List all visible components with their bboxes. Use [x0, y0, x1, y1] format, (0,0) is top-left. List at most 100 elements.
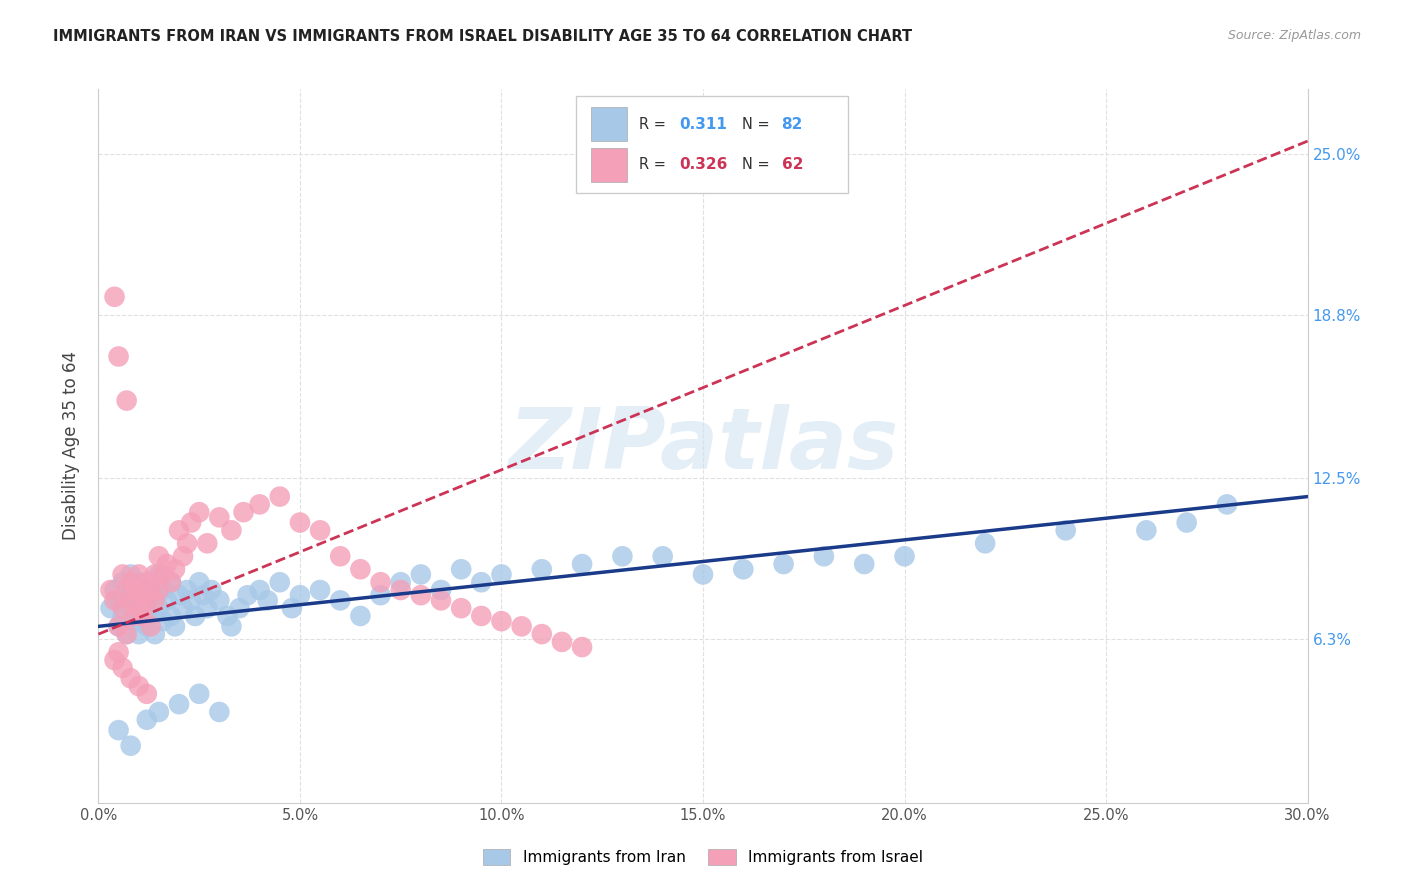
Point: [111, 609, 134, 624]
Text: 0.326: 0.326: [679, 157, 727, 172]
Point: [1135, 524, 1157, 538]
Point: [176, 536, 198, 550]
Point: [128, 627, 150, 641]
Point: [409, 588, 432, 602]
Point: [221, 619, 243, 633]
Point: [128, 575, 150, 590]
Point: [124, 609, 146, 624]
Point: [135, 713, 157, 727]
Point: [349, 609, 371, 624]
Point: [228, 601, 250, 615]
Text: IMMIGRANTS FROM IRAN VS IMMIGRANTS FROM ISRAEL DISABILITY AGE 35 TO 64 CORRELATI: IMMIGRANTS FROM IRAN VS IMMIGRANTS FROM …: [53, 29, 912, 44]
Text: R =: R =: [638, 157, 671, 172]
Point: [124, 593, 146, 607]
Point: [100, 601, 122, 615]
Point: [156, 557, 179, 571]
Point: [217, 609, 239, 624]
Text: 62: 62: [782, 157, 803, 172]
Text: N =: N =: [742, 117, 773, 132]
Point: [115, 588, 138, 602]
Point: [184, 609, 207, 624]
Point: [409, 567, 432, 582]
Point: [269, 575, 291, 590]
Point: [853, 557, 876, 571]
Point: [143, 593, 166, 607]
Point: [389, 582, 412, 597]
Point: [139, 619, 162, 633]
Point: [288, 588, 311, 602]
Point: [370, 588, 392, 602]
Point: [733, 562, 755, 576]
Point: [128, 567, 150, 582]
Point: [115, 582, 138, 597]
Bar: [591, 148, 627, 182]
Text: ZIPatlas: ZIPatlas: [508, 404, 898, 488]
Point: [124, 614, 146, 628]
Point: [349, 562, 371, 576]
Point: [120, 601, 142, 615]
Point: [491, 614, 513, 628]
Text: Source: ZipAtlas.com: Source: ZipAtlas.com: [1227, 29, 1361, 42]
Point: [143, 588, 166, 602]
Point: [450, 562, 472, 576]
Point: [221, 524, 243, 538]
Point: [139, 582, 162, 597]
Point: [148, 549, 170, 564]
Point: [1054, 524, 1077, 538]
Point: [167, 697, 190, 711]
Point: [510, 619, 533, 633]
Point: [103, 653, 125, 667]
Point: [120, 593, 142, 607]
Point: [111, 661, 134, 675]
Y-axis label: Disability Age 35 to 64: Disability Age 35 to 64: [62, 351, 80, 541]
Point: [107, 645, 129, 659]
Point: [430, 582, 453, 597]
Point: [163, 619, 186, 633]
Point: [389, 575, 412, 590]
Bar: [576, 96, 848, 193]
Point: [107, 619, 129, 633]
Point: [370, 575, 392, 590]
Point: [1216, 497, 1239, 511]
Point: [135, 687, 157, 701]
Point: [156, 593, 179, 607]
Point: [309, 582, 332, 597]
Point: [256, 593, 278, 607]
Point: [132, 601, 155, 615]
Point: [100, 582, 122, 597]
Point: [167, 588, 190, 602]
Point: [160, 575, 183, 590]
Point: [1175, 516, 1198, 530]
Point: [281, 601, 304, 615]
Point: [135, 575, 157, 590]
Point: [128, 601, 150, 615]
Point: [135, 619, 157, 633]
Point: [692, 567, 714, 582]
Point: [103, 582, 125, 597]
Point: [530, 627, 553, 641]
Point: [530, 562, 553, 576]
Point: [120, 671, 142, 685]
Point: [115, 627, 138, 641]
Point: [612, 549, 634, 564]
Point: [430, 593, 453, 607]
Point: [107, 723, 129, 738]
Bar: [591, 107, 627, 141]
Point: [124, 582, 146, 597]
Point: [152, 614, 174, 628]
Point: [160, 575, 183, 590]
Point: [269, 490, 291, 504]
Point: [115, 627, 138, 641]
Point: [115, 393, 138, 408]
Point: [172, 601, 194, 615]
Point: [103, 290, 125, 304]
Text: 0.311: 0.311: [679, 117, 727, 132]
Point: [974, 536, 997, 550]
Point: [103, 593, 125, 607]
Point: [120, 739, 142, 753]
Point: [143, 567, 166, 582]
Point: [813, 549, 835, 564]
Point: [309, 524, 332, 538]
Point: [152, 582, 174, 597]
Point: [128, 609, 150, 624]
